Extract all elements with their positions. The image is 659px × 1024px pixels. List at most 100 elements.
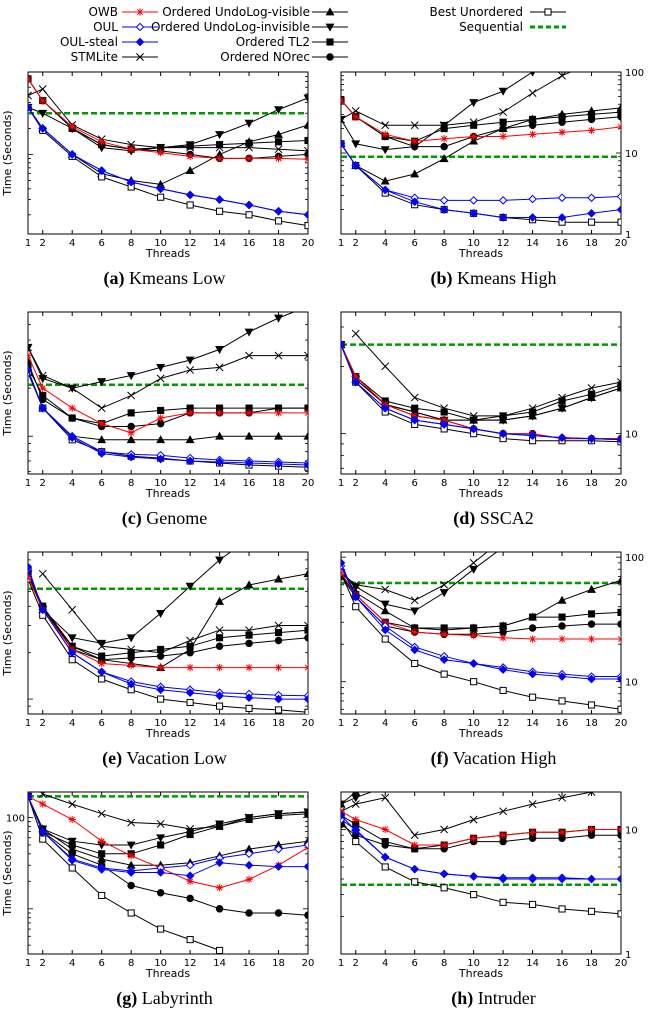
point-ordered-norec	[304, 150, 308, 159]
point-best-unordered	[186, 936, 194, 944]
y-axis-title: Time (Seconds)	[1, 110, 14, 196]
y-tick-label: 100	[625, 553, 644, 564]
point-ordered-tl2	[245, 139, 253, 147]
point-ordered-undolog-visible	[274, 129, 283, 138]
point-owb	[587, 825, 596, 834]
point-owb	[215, 154, 224, 162]
point-ordered-norec	[304, 404, 308, 412]
point-owb	[558, 128, 566, 136]
point-best-unordered	[470, 891, 478, 899]
point-owb	[587, 635, 596, 643]
y-tick-label: 1	[625, 950, 631, 961]
point-oul-steal	[410, 415, 419, 425]
panel-caption: (c) Genome	[121, 508, 208, 528]
point-best-unordered	[381, 863, 389, 871]
point-ordered-norec	[304, 633, 308, 642]
point-oul-steal	[274, 459, 283, 469]
point-ordered-tl2	[274, 138, 283, 146]
point-ordered-norec	[186, 648, 194, 657]
point-ordered-undolog-visible	[185, 435, 195, 444]
point-ordered-norec	[617, 620, 621, 628]
plot-frame	[27, 791, 309, 955]
point-oul-steal	[380, 403, 390, 413]
point-ordered-undolog-invisible	[185, 356, 195, 365]
plot-area	[341, 329, 621, 446]
x-tick-label: 2	[40, 718, 46, 729]
point-stmlite	[156, 374, 165, 383]
point-owb	[39, 384, 47, 392]
point-best-unordered	[587, 701, 596, 709]
series-line-oul-steal	[28, 566, 308, 700]
x-tick-label: 4	[382, 718, 388, 729]
point-best-unordered	[617, 218, 621, 226]
point-owb	[68, 815, 76, 824]
point-best-unordered	[157, 695, 165, 703]
point-oul-steal	[410, 197, 419, 207]
x-axis-title: Threads	[145, 247, 190, 260]
point-ordered-undolog-invisible	[38, 375, 48, 384]
plot-frame	[27, 551, 309, 715]
point-stmlite	[440, 580, 449, 589]
point-oul	[557, 193, 567, 203]
point-ordered-norec	[186, 894, 194, 903]
point-owb	[68, 123, 76, 131]
point-ordered-tl2	[617, 108, 621, 116]
point-ordered-undolog-visible	[274, 431, 283, 440]
point-stmlite	[381, 585, 390, 594]
point-oul-steal	[380, 625, 390, 635]
point-owb	[39, 800, 47, 808]
point-stmlite	[274, 351, 283, 360]
point-oul-steal	[498, 665, 508, 674]
point-ordered-undolog-visible	[185, 165, 195, 174]
point-oul	[528, 194, 537, 204]
series-line-stmlite	[28, 347, 308, 409]
point-ordered-undolog-visible	[303, 431, 308, 440]
point-ordered-undolog-invisible	[156, 834, 166, 843]
point-ordered-undolog-invisible	[558, 62, 565, 64]
point-oul-steal	[156, 184, 165, 194]
point-ordered-norec	[127, 422, 135, 431]
point-oul	[274, 844, 283, 854]
series-line-best-unordered	[341, 344, 621, 443]
x-tick-label: 2	[353, 718, 359, 729]
y-tick-label: 10	[625, 678, 638, 689]
point-ordered-undolog-invisible	[215, 345, 225, 355]
point-stmlite	[528, 89, 537, 97]
point-ordered-undolog-invisible	[156, 609, 166, 618]
x-tick-label: 16	[556, 238, 569, 249]
x-tick-label: 10	[467, 958, 480, 969]
plot-frame	[340, 551, 622, 715]
point-stmlite	[68, 605, 77, 614]
point-ordered-undolog-invisible	[498, 87, 508, 96]
x-tick-label: 12	[184, 478, 197, 489]
point-ordered-undolog-invisible	[469, 565, 479, 574]
x-tick-label: 6	[411, 958, 417, 969]
point-owb	[98, 419, 106, 428]
x-axis-title: Threads	[458, 727, 503, 740]
x-tick-label: 10	[467, 478, 480, 489]
point-ordered-undolog-invisible	[341, 116, 346, 125]
point-owb	[528, 828, 537, 836]
point-ordered-norec	[127, 881, 135, 890]
legend-label-oul: OUL	[93, 20, 118, 34]
point-ordered-undolog-invisible	[380, 600, 390, 609]
x-tick-label: 18	[272, 478, 285, 489]
x-tick-label: 16	[556, 478, 569, 489]
point-best-unordered	[98, 891, 106, 900]
point-best-unordered	[411, 659, 419, 668]
point-oul-steal	[469, 209, 478, 218]
point-best-unordered	[186, 201, 194, 209]
point-ordered-norec	[245, 909, 253, 917]
point-ordered-undolog-invisible	[500, 544, 507, 550]
point-oul-steal	[380, 185, 390, 195]
legend-marker-stmlite	[136, 53, 144, 61]
x-tick-label: 14	[213, 718, 226, 729]
plot-frame	[340, 311, 622, 475]
point-ordered-norec	[528, 121, 537, 130]
x-tick-label: 18	[585, 478, 598, 489]
point-oul	[469, 196, 478, 205]
point-ordered-tl2	[245, 631, 253, 639]
point-oul-steal	[28, 792, 33, 801]
point-owb	[186, 877, 194, 885]
